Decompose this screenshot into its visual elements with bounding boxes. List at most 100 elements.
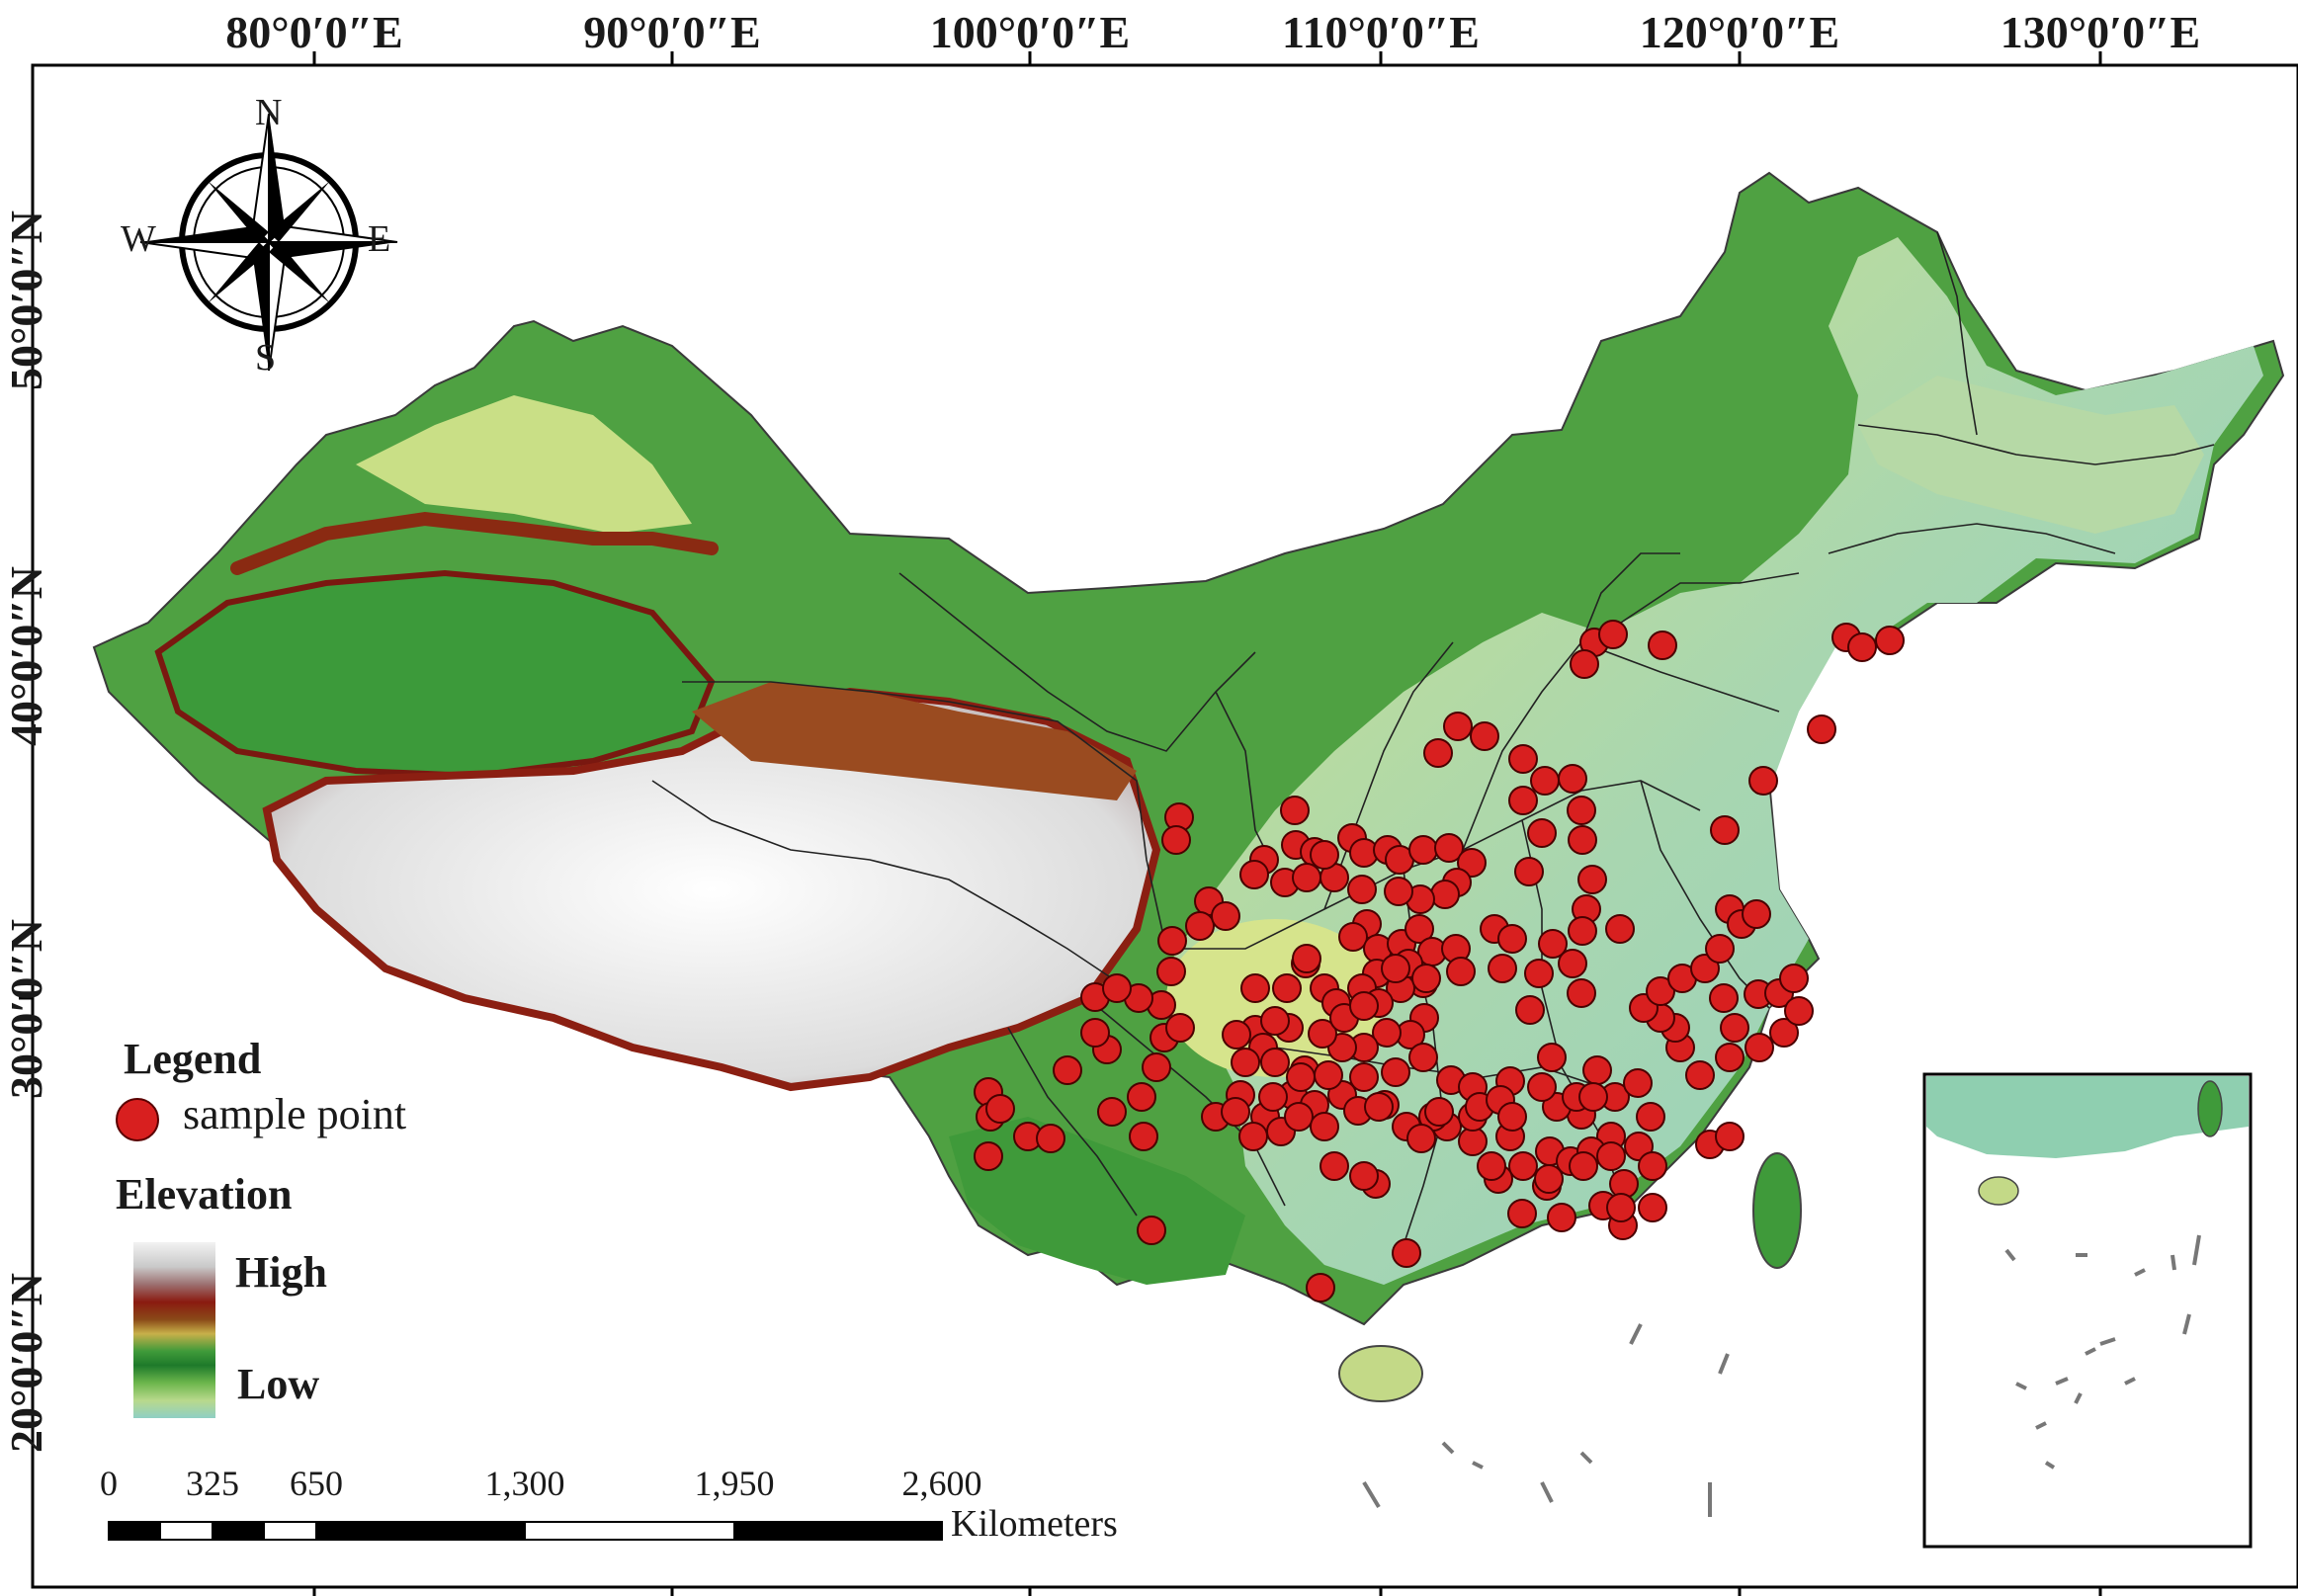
sample-point [1053, 1055, 1082, 1085]
sample-point [1567, 796, 1596, 825]
sample-point [1623, 1068, 1653, 1098]
sample-point [1569, 1151, 1598, 1181]
sample-point [1534, 1164, 1564, 1194]
taiwan-island [1752, 1152, 1802, 1269]
sample-point [1347, 875, 1377, 904]
sample-point [1514, 857, 1544, 886]
sample-point [1507, 1199, 1537, 1228]
sample-point [1349, 1062, 1379, 1092]
sample-point [1142, 1052, 1171, 1082]
sample-point [1185, 911, 1215, 941]
elevation-low-label: Low [237, 1360, 320, 1408]
sample-point [1127, 1082, 1156, 1112]
sample-point [1381, 1057, 1410, 1087]
sample-point [1260, 1048, 1290, 1077]
sample-point [1310, 840, 1339, 870]
sample-point [1779, 964, 1809, 993]
sample-point [1477, 1151, 1506, 1181]
sample-point [1715, 1122, 1745, 1151]
sample-point [1221, 1097, 1250, 1127]
sample-point [1036, 1124, 1065, 1153]
sample-point [1606, 1193, 1636, 1222]
map-frame [31, 63, 2298, 1589]
latitude-label-50n: 50°0′0″N [1, 210, 51, 390]
sample-point [1547, 1203, 1576, 1232]
legend-title: Legend [124, 1035, 262, 1083]
sample-point [1568, 916, 1597, 946]
sample-point [1314, 1060, 1343, 1090]
latitude-label-20n: 20°0′0″N [1, 1273, 51, 1453]
sample-point [1638, 1193, 1667, 1222]
sample-point [1638, 1151, 1667, 1181]
sample-point [1720, 1013, 1749, 1043]
hainan-island [1338, 1345, 1423, 1402]
elevation-title: Elevation [116, 1170, 293, 1218]
sample-point [1406, 1124, 1436, 1153]
scale-tick-1950: 1,950 [694, 1464, 775, 1503]
sample-point [1239, 860, 1269, 889]
sample-point [1709, 983, 1739, 1013]
sea-islands [1362, 1323, 1730, 1517]
scale-tick-2600: 2,600 [901, 1464, 982, 1503]
qaidam-basin [692, 682, 1137, 800]
sample-point [1578, 1082, 1608, 1112]
south-china-sea-inset [1922, 1072, 2253, 1549]
sample-point [985, 1094, 1015, 1124]
sample-point [1598, 620, 1628, 649]
sample-point [1292, 944, 1321, 973]
sample-point [1577, 865, 1607, 894]
sample-point [1408, 1043, 1438, 1072]
elevation-color-ramp [133, 1242, 215, 1418]
sample-point [1284, 1102, 1314, 1132]
sample-point [1508, 786, 1538, 815]
sample-point [1742, 899, 1771, 929]
sample-point-label: sample point [183, 1090, 407, 1138]
sample-point [1434, 833, 1464, 863]
sample-point [1129, 1122, 1158, 1151]
sample-points-layer [974, 620, 1905, 1302]
sample-point [1497, 924, 1527, 954]
sample-point [1364, 1092, 1394, 1122]
sample-point [1807, 714, 1836, 744]
longitude-label-80e: 80°0′0″E [225, 7, 403, 57]
sample-point [1384, 877, 1413, 906]
sample-point [1458, 1127, 1488, 1156]
tianshan-range [230, 511, 719, 575]
sample-point [1238, 1122, 1268, 1151]
sample-point [1690, 954, 1720, 983]
scale-unit-label: Kilometers [951, 1503, 1118, 1545]
sample-point [1567, 978, 1596, 1008]
sample-point [1443, 712, 1473, 741]
longitude-label-110e: 110°0′0″E [1282, 7, 1480, 57]
scale-bar-graphic [108, 1521, 943, 1541]
sample-point [1710, 815, 1740, 845]
sample-point-marker-icon [116, 1098, 159, 1141]
sample-point [1646, 976, 1675, 1006]
sample-point [1875, 626, 1905, 655]
sample-point [1258, 1082, 1288, 1112]
sample-point [1524, 959, 1554, 988]
compass-east-label: E [368, 218, 391, 260]
sample-point [1157, 926, 1187, 956]
sample-point [1392, 1238, 1421, 1268]
sample-point [1381, 954, 1410, 983]
sample-point [1784, 996, 1814, 1026]
sample-point [1648, 630, 1677, 660]
sample-point [1222, 1020, 1251, 1050]
sample-point [1715, 1043, 1745, 1072]
sample-point [1338, 922, 1368, 952]
sample-point [1349, 1161, 1379, 1191]
compass-rose [139, 113, 398, 372]
sample-point [1745, 1033, 1774, 1062]
sample-point [1430, 880, 1460, 909]
scale-tick-650: 650 [290, 1464, 343, 1503]
longitude-label-100e: 100°0′0″E [929, 7, 1131, 57]
sample-point [1488, 954, 1517, 983]
sample-point [1537, 1043, 1567, 1072]
sample-point [1260, 1006, 1290, 1036]
compass-north-label: N [255, 92, 283, 133]
sample-point [974, 1141, 1003, 1171]
sample-point [1515, 995, 1545, 1025]
sample-point [1748, 766, 1778, 796]
sample-point [1240, 973, 1270, 1003]
